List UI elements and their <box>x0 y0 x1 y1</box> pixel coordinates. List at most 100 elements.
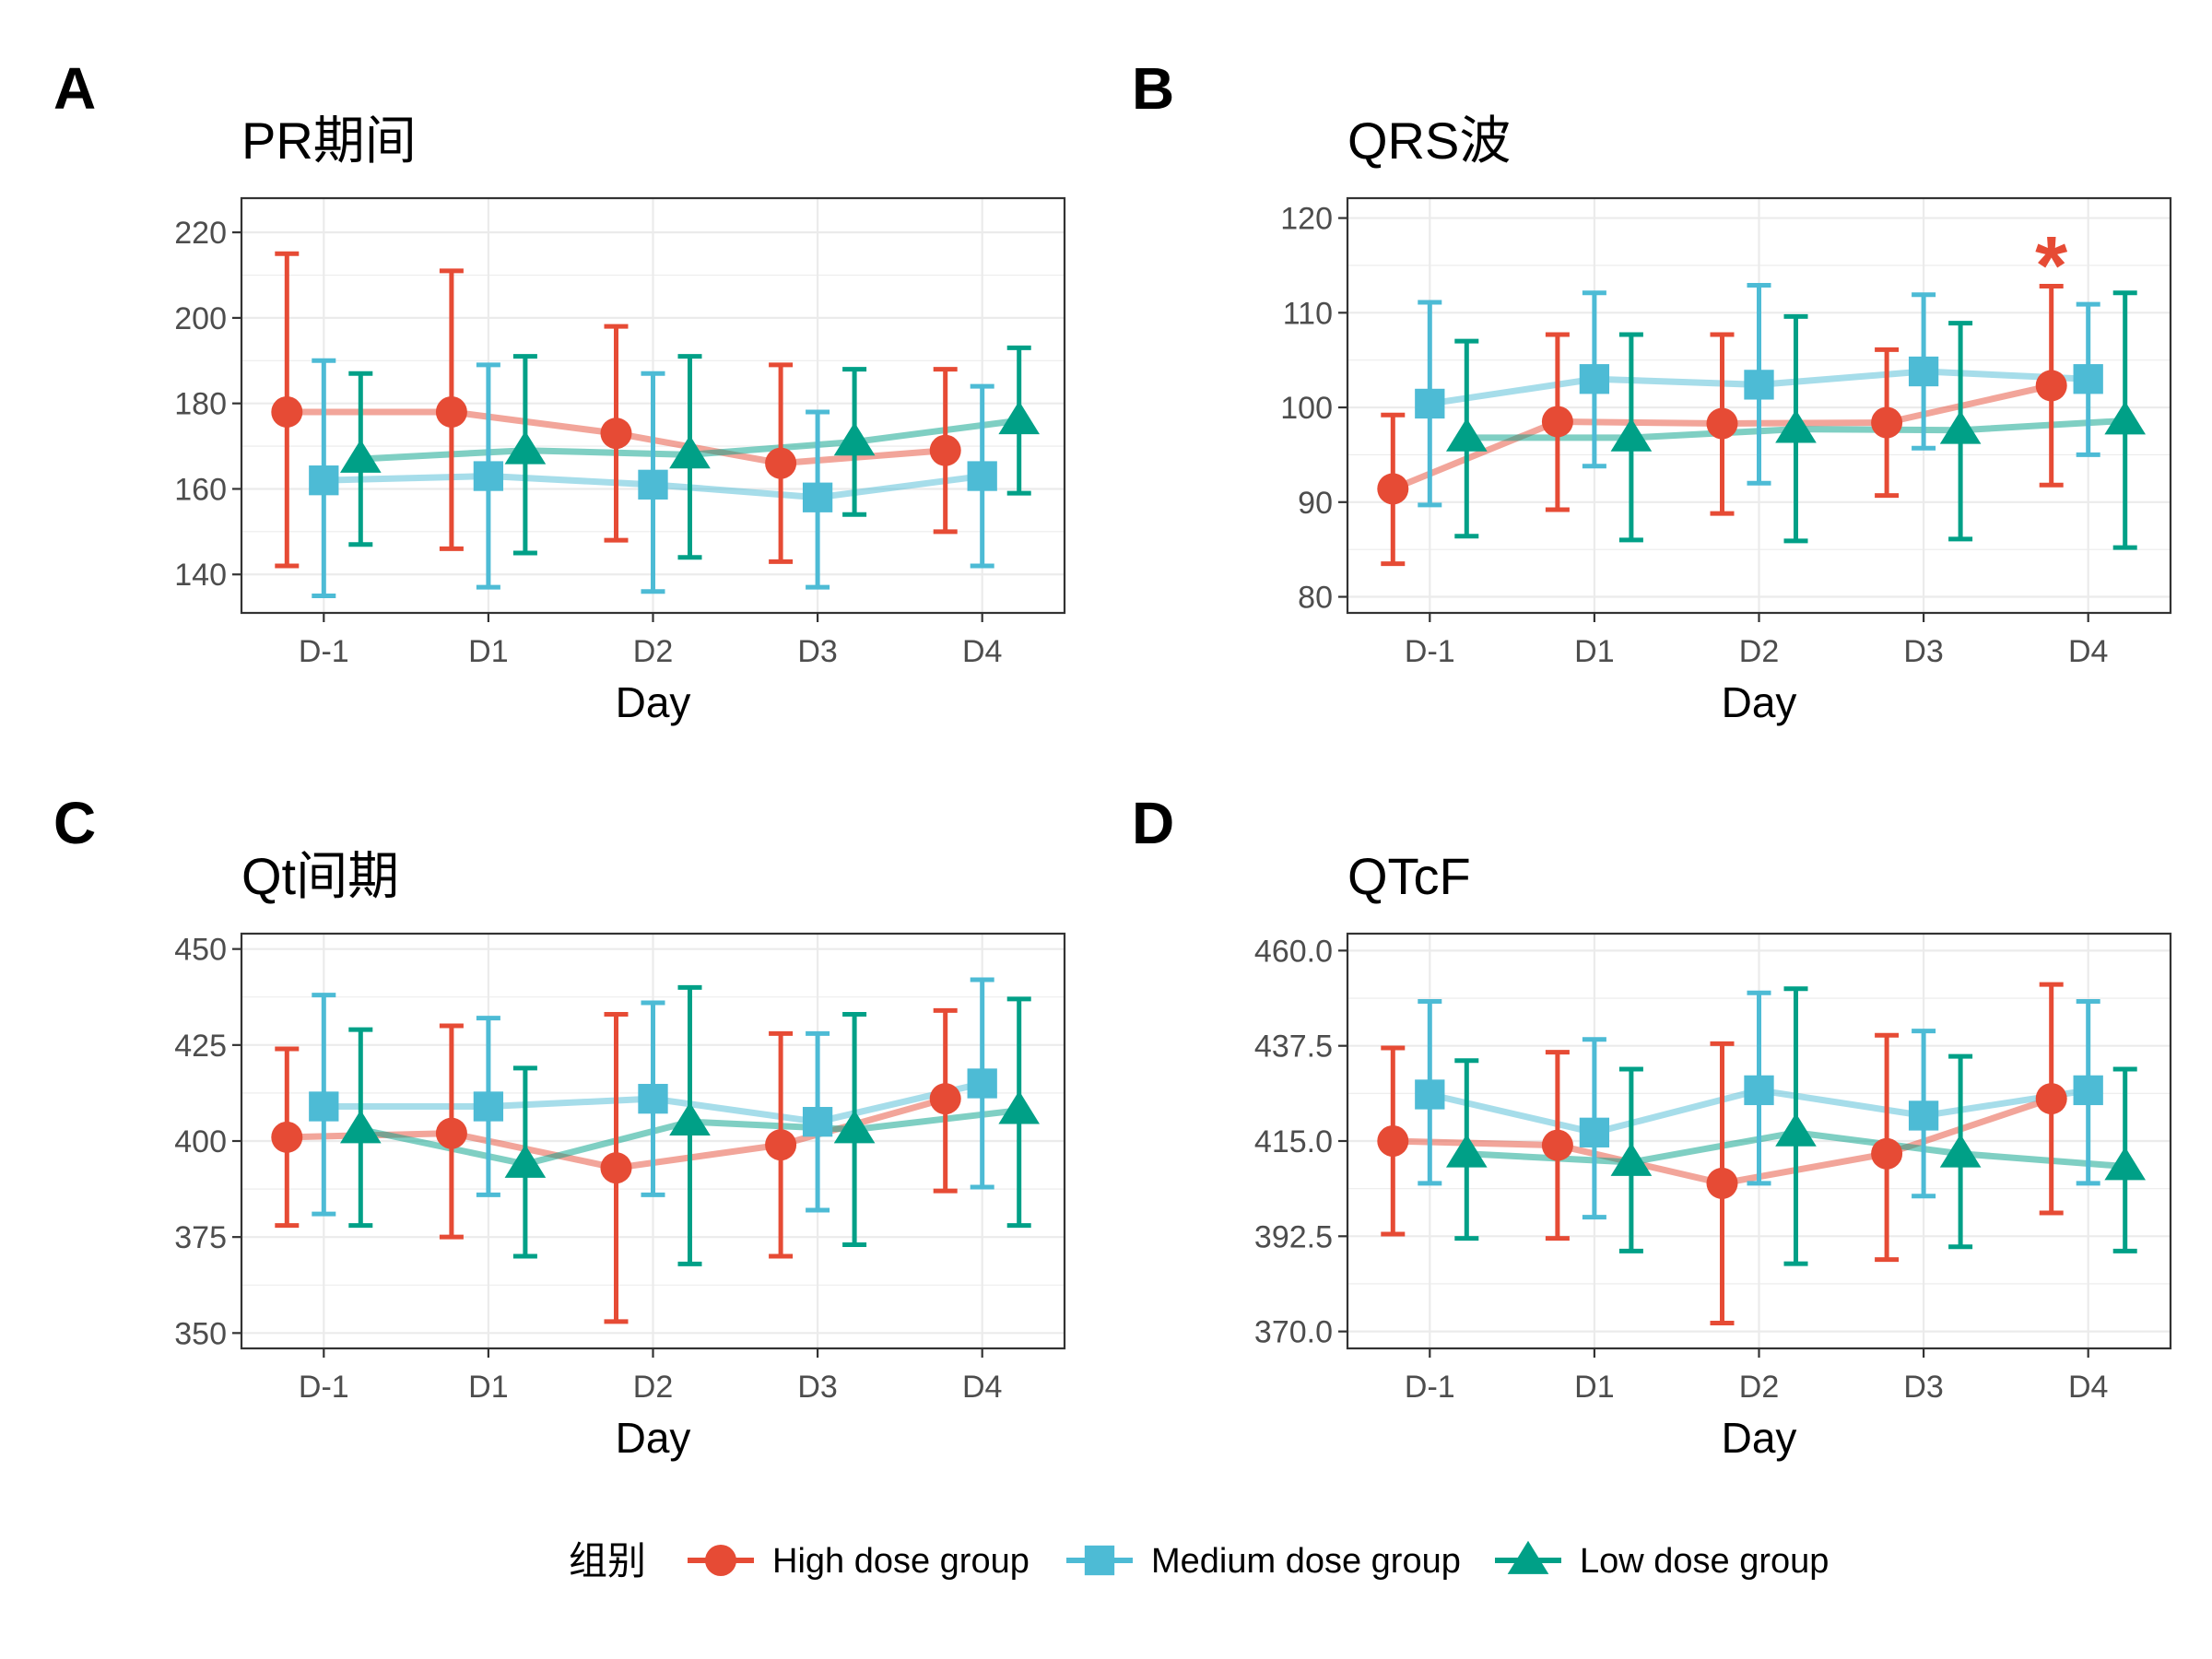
data-point <box>1579 364 1610 394</box>
y-tick-label: 110 <box>1283 296 1333 331</box>
data-point <box>339 1110 382 1144</box>
y-tick-label: 160 <box>174 472 227 507</box>
x-axis-title: Day <box>616 1414 691 1462</box>
data-point <box>473 461 504 491</box>
y-tick-label: 450 <box>174 933 227 968</box>
data-point <box>2073 1075 2103 1106</box>
data-point <box>271 395 303 428</box>
data-point <box>339 439 382 473</box>
legend: 组别 High dose group Medium dose group Low do… <box>569 1539 1829 1583</box>
data-point <box>504 430 547 465</box>
y-tick-label: 375 <box>174 1220 227 1255</box>
data-point <box>929 1083 961 1115</box>
data-point <box>1415 1079 1445 1110</box>
legend-item: High dose group <box>688 1542 1030 1581</box>
legend-label: Low dose group <box>1580 1542 1829 1581</box>
y-tick-label: 200 <box>174 301 227 336</box>
panel-d: D QTcF 370.0 392.5 415.0 437.5 460.0 D-1 D1 D2 D3 D… <box>1132 790 2172 1462</box>
panel-letter: C <box>53 790 96 856</box>
chart-title: PR期间 <box>241 112 417 170</box>
data-point <box>1775 409 1817 443</box>
data-point <box>1706 407 1738 440</box>
chart-title: QRS波 <box>1347 112 1511 170</box>
legend-item: Medium dose group <box>1066 1542 1461 1581</box>
x-tick-label: D4 <box>962 634 1002 669</box>
data-point <box>1775 1112 1817 1147</box>
data-point <box>765 447 797 479</box>
data-point <box>833 1110 876 1144</box>
x-tick-label: D-1 <box>299 634 349 669</box>
legend-key-marker <box>705 1545 736 1576</box>
x-tick-label: D3 <box>797 1370 837 1405</box>
panel-a: A PR期间 140 160 180 200 220 D-1 D1 D2 D3 D4 Day <box>53 55 1066 726</box>
data-point <box>1939 1134 1982 1168</box>
significance-mark: * <box>2035 220 2067 312</box>
data-point <box>1610 418 1653 452</box>
data-point <box>1610 1142 1653 1176</box>
data-point <box>2073 364 2103 394</box>
y-tick-label: 220 <box>174 216 227 251</box>
y-tick-label: 425 <box>174 1029 227 1064</box>
data-point <box>271 1121 303 1153</box>
x-axis-title: Day <box>1722 678 1797 726</box>
x-tick-label: D-1 <box>1405 1370 1455 1405</box>
data-point <box>967 461 997 491</box>
data-point <box>638 1084 668 1114</box>
y-tick-label: 180 <box>174 387 227 422</box>
x-tick-label: D1 <box>468 634 508 669</box>
data-point <box>435 395 467 428</box>
data-point <box>1377 1125 1409 1157</box>
y-tick-label: 100 <box>1280 391 1333 426</box>
data-point <box>1871 406 1903 439</box>
panel-letter: B <box>1132 55 1174 122</box>
data-point <box>473 1091 504 1122</box>
x-tick-label: D-1 <box>1405 634 1455 669</box>
legend-title: 组别 <box>569 1539 646 1583</box>
data-point <box>435 1117 467 1149</box>
x-axis-title: Day <box>1722 1414 1797 1462</box>
data-point <box>309 1091 339 1122</box>
legend-key-marker <box>1507 1540 1549 1574</box>
y-tick-label: 90 <box>1298 486 1333 521</box>
data-point <box>2104 401 2147 435</box>
data-point <box>833 422 876 456</box>
data-point <box>1939 410 1982 444</box>
data-point <box>638 469 668 500</box>
data-point <box>998 400 1041 435</box>
x-tick-label: D3 <box>1903 1370 1943 1405</box>
data-point <box>1579 1117 1610 1147</box>
data-point <box>765 1129 797 1161</box>
data-point <box>1744 370 1774 400</box>
legend-key-marker <box>1084 1545 1115 1576</box>
legend-label: High dose group <box>772 1542 1030 1581</box>
data-point <box>1871 1137 1903 1170</box>
data-point <box>967 1068 997 1099</box>
data-point <box>1445 418 1488 452</box>
data-point <box>669 435 711 469</box>
x-tick-label: D4 <box>962 1370 1002 1405</box>
panel-c: C Qt间期 350 375 400 425 450 D-1 D1 D2 D3 D4 Day <box>53 790 1066 1462</box>
x-tick-label: D1 <box>1574 1370 1614 1405</box>
y-tick-label: 460.0 <box>1254 934 1333 969</box>
x-axis-title: Day <box>616 678 691 726</box>
data-point <box>1706 1167 1738 1199</box>
x-tick-label: D4 <box>2068 634 2108 669</box>
x-tick-label: D2 <box>1739 1370 1779 1405</box>
data-point <box>2035 1083 2067 1115</box>
data-point <box>2035 370 2067 402</box>
panel-letter: A <box>53 55 96 122</box>
y-tick-label: 350 <box>174 1316 227 1351</box>
panel-letter: D <box>1132 790 1174 856</box>
legend-item: Low dose group <box>1495 1540 1829 1581</box>
data-point <box>600 418 632 450</box>
data-point <box>1744 1075 1774 1106</box>
data-point <box>1908 356 1939 387</box>
legend-label: Medium dose group <box>1151 1542 1461 1581</box>
y-tick-label: 120 <box>1280 202 1333 237</box>
data-point <box>1445 1134 1488 1168</box>
y-tick-label: 80 <box>1298 581 1333 616</box>
data-point <box>929 434 961 466</box>
y-tick-label: 415.0 <box>1254 1124 1333 1159</box>
y-tick-label: 437.5 <box>1254 1030 1333 1065</box>
